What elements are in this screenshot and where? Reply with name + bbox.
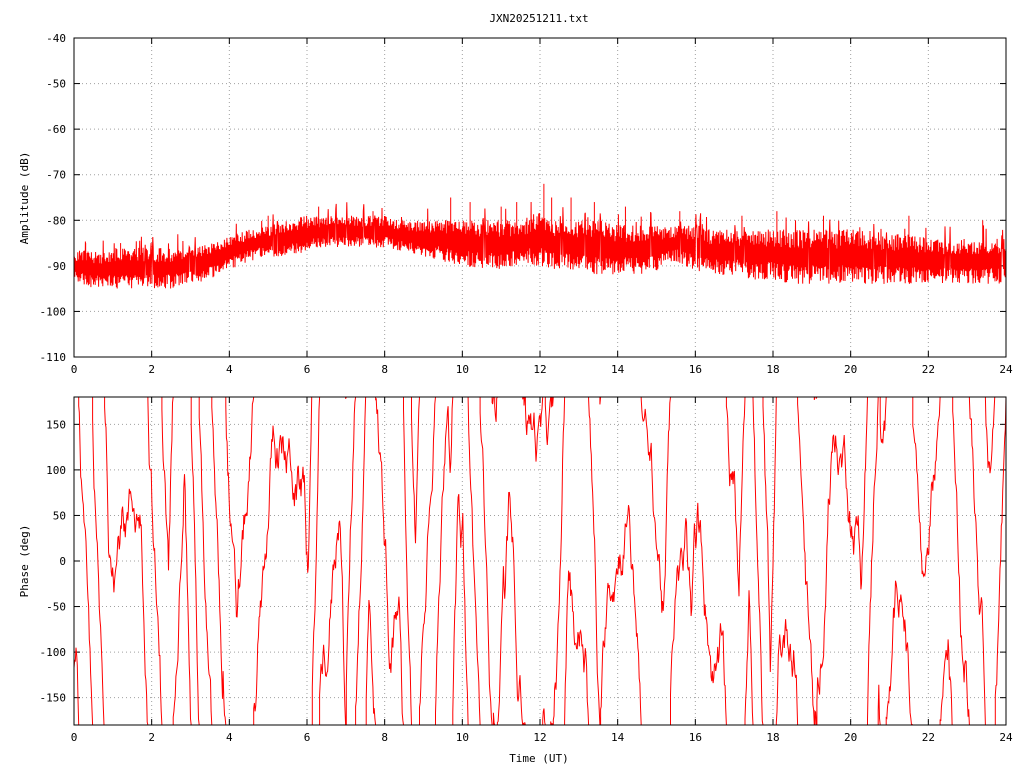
- phase-x-tick-label: 24: [999, 731, 1013, 744]
- phase-x-tick-label: 4: [226, 731, 233, 744]
- amplitude-y-tick-label: -80: [46, 214, 66, 227]
- amplitude-y-tick-label: -110: [40, 351, 67, 364]
- phase-y-tick-label: 50: [53, 509, 66, 522]
- amplitude-y-tick-label: -40: [46, 32, 66, 45]
- phase-trace-group: [73, 396, 1007, 726]
- phase-x-tick-label: 6: [304, 731, 311, 744]
- amplitude-y-tick-label: -60: [46, 123, 66, 136]
- phase-x-tick-label: 8: [381, 731, 388, 744]
- phase-x-tick-label: 18: [766, 731, 779, 744]
- phase-x-tick-label: 16: [689, 731, 702, 744]
- amplitude-y-tick-label: -70: [46, 169, 66, 182]
- amplitude-x-tick-label: 22: [922, 363, 935, 376]
- amplitude-y-tick-label: -90: [46, 260, 66, 273]
- amplitude-y-tick-label: -50: [46, 78, 66, 91]
- phase-x-tick-label: 0: [71, 731, 78, 744]
- amplitude-x-tick-label: 4: [226, 363, 233, 376]
- phase-x-tick-label: 2: [148, 731, 155, 744]
- amplitude-x-tick-label: 18: [766, 363, 779, 376]
- phase-plot-frame: [73, 396, 1007, 726]
- phase-x-tick-label: 12: [533, 731, 546, 744]
- amplitude-x-tick-label: 24: [999, 363, 1013, 376]
- phase-x-tick-label: 14: [611, 731, 625, 744]
- amplitude-x-tick-label: 20: [844, 363, 857, 376]
- amplitude-x-tick-label: 16: [689, 363, 702, 376]
- amplitude-y-axis-label: Amplitude (dB): [18, 152, 31, 245]
- amplitude-x-tick-label: 6: [304, 363, 311, 376]
- phase-x-tick-label: 22: [922, 731, 935, 744]
- phase-x-axis-label: Time (UT): [509, 752, 569, 765]
- amplitude-x-tick-label: 12: [533, 363, 546, 376]
- amplitude-x-tick-label: 2: [148, 363, 155, 376]
- amplitude-trace-group: [73, 183, 1007, 289]
- phase-y-tick-label: -150: [40, 692, 67, 705]
- amplitude-ticks: -110-100-90-80-70-60-50-400 2 4 6 8 10 12 14 16 1…: [40, 32, 1013, 376]
- amplitude-plot-frame: [73, 37, 1007, 358]
- amplitude-y-tick-label: -100: [40, 305, 67, 318]
- phase-y-tick-label: 0: [59, 555, 66, 568]
- amplitude-x-tick-label: 14: [611, 363, 625, 376]
- amplitude-grid: [73, 37, 1007, 358]
- phase-y-tick-label: -100: [40, 646, 67, 659]
- phase-y-tick-label: 150: [46, 418, 66, 431]
- amplitude-series-line: [73, 201, 1007, 289]
- phase-x-tick-label: 10: [456, 731, 469, 744]
- amplitude-x-tick-label: 10: [456, 363, 469, 376]
- phase-x-tick-label: 20: [844, 731, 857, 744]
- amplitude-panel: -110-100-90-80-70-60-50-400 2 4 6 8 10 12 14 16 1…: [18, 32, 1013, 376]
- amplitude-x-tick-label: 8: [381, 363, 388, 376]
- phase-y-axis-label: Phase (deg): [18, 525, 31, 598]
- phase-y-tick-label: -50: [46, 601, 66, 614]
- phase-series-line: [73, 396, 1007, 726]
- amplitude-x-tick-label: 0: [71, 363, 78, 376]
- phase-y-tick-label: 100: [46, 464, 66, 477]
- chart-title: JXN20251211.txt: [489, 12, 588, 25]
